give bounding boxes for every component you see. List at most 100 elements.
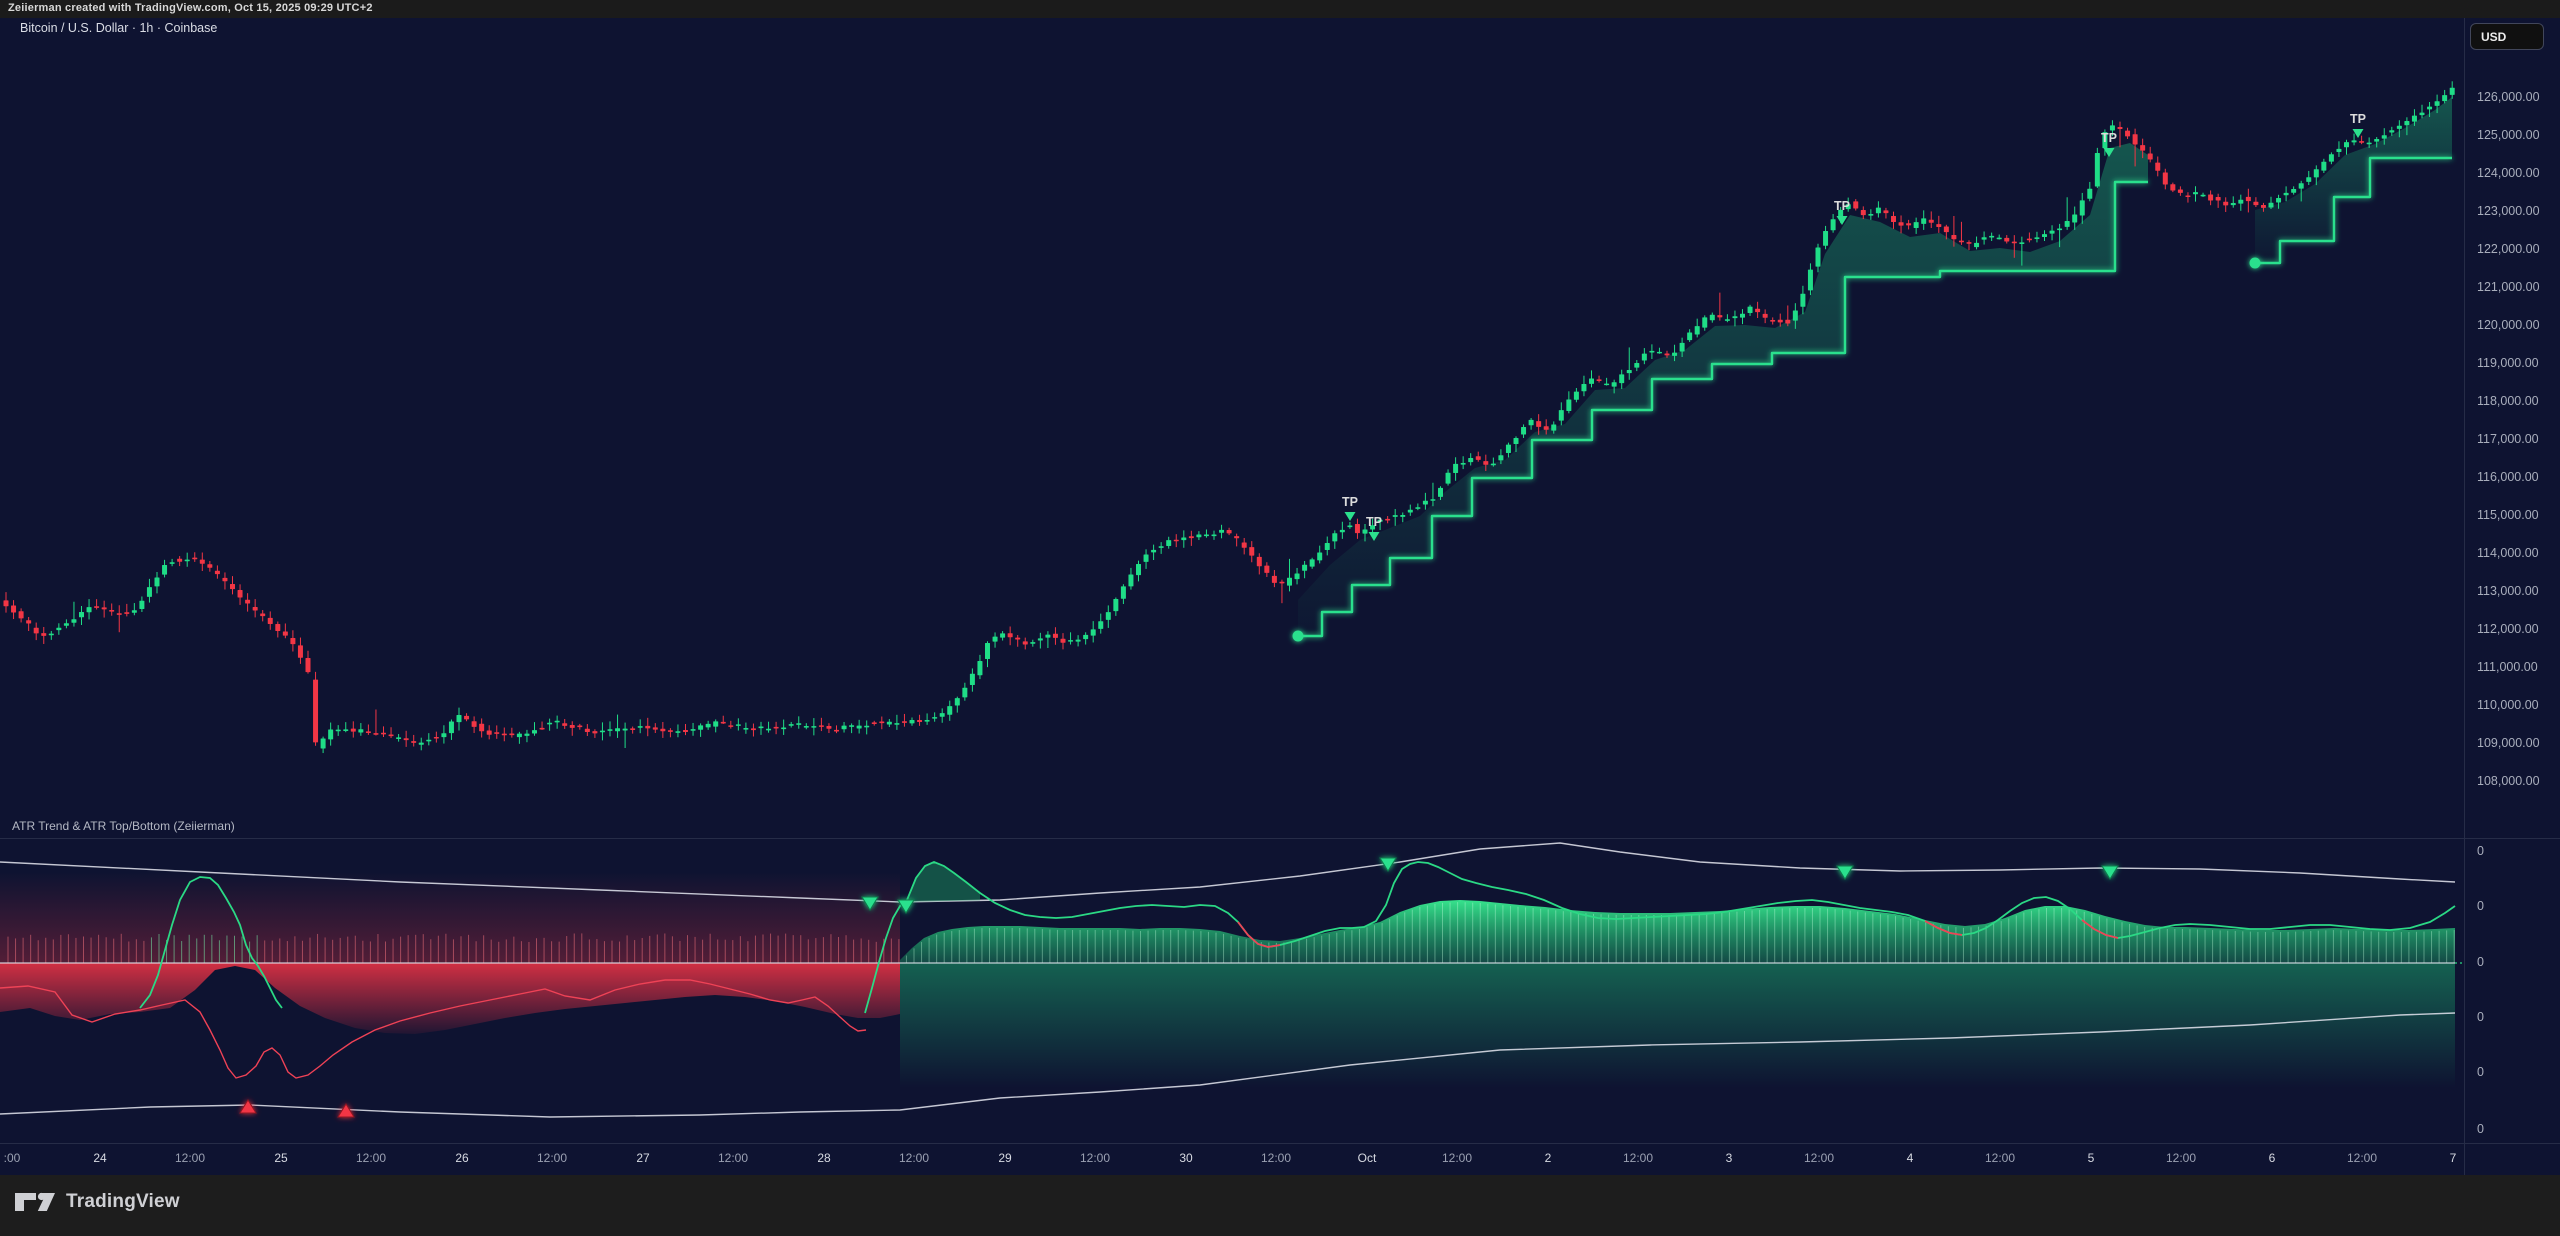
- tp-marker: TP: [1366, 515, 1382, 541]
- chart-canvas[interactable]: TP TP TP TP TP: [0, 18, 2464, 1175]
- candle: [547, 722, 553, 725]
- candle: [1823, 231, 1829, 246]
- candle: [1868, 214, 1874, 216]
- main-pane[interactable]: TP TP TP TP TP: [3, 81, 2455, 754]
- candle: [1883, 210, 1889, 214]
- candle: [1302, 564, 1308, 571]
- candle: [1528, 419, 1534, 426]
- candle: [1256, 556, 1262, 567]
- candle: [282, 631, 288, 636]
- candle: [773, 726, 779, 729]
- candle: [1362, 529, 1368, 534]
- candle: [2026, 238, 2032, 241]
- tradingview-logo-icon[interactable]: [14, 1192, 56, 1212]
- candle: [388, 734, 394, 737]
- candle: [1226, 529, 1232, 534]
- candle: [577, 725, 583, 728]
- candle: [811, 726, 817, 728]
- trail-start-dot: [2249, 257, 2261, 269]
- candle: [1037, 638, 1043, 641]
- price-tick: 119,000.00: [2477, 356, 2539, 370]
- candle: [1377, 519, 1383, 522]
- candle: [652, 727, 658, 730]
- candle: [698, 725, 704, 730]
- indicator-tick: 0: [2477, 899, 2484, 913]
- candle: [675, 731, 681, 733]
- time-tick: 12:00: [1803, 1151, 1835, 1165]
- candle: [245, 599, 251, 604]
- candle: [222, 577, 228, 582]
- candle: [260, 613, 266, 617]
- candle: [1604, 383, 1610, 386]
- candle: [2193, 192, 2198, 195]
- price-tick: 112,000.00: [2477, 622, 2539, 636]
- candle: [56, 627, 62, 631]
- candle: [818, 725, 824, 727]
- indicator-tick: 0: [2477, 1065, 2484, 1079]
- price-tick: 116,000.00: [2477, 470, 2539, 484]
- candle: [630, 728, 636, 731]
- tradingview-brand[interactable]: TradingView: [66, 1191, 180, 1212]
- candle: [1113, 599, 1119, 612]
- time-tick: 5: [2087, 1151, 2095, 1165]
- candle: [939, 713, 945, 717]
- candle: [1007, 633, 1013, 638]
- price-tick: 113,000.00: [2477, 584, 2539, 598]
- candle: [1581, 383, 1587, 392]
- candle: [1513, 437, 1519, 444]
- candle: [2381, 135, 2387, 139]
- currency-button[interactable]: USD: [2470, 23, 2544, 50]
- candle: [562, 723, 568, 726]
- candle: [1219, 529, 1225, 533]
- candle: [2170, 184, 2176, 191]
- price-tick: 111,000.00: [2477, 660, 2538, 674]
- time-tick: 12:00: [1441, 1151, 1473, 1165]
- candle: [11, 605, 17, 613]
- symbol-title: Bitcoin / U.S. Dollar · 1h · Coinbase: [20, 21, 218, 35]
- candle: [1483, 461, 1489, 465]
- indicator-pane[interactable]: [0, 842, 2464, 1118]
- candle: [1634, 363, 1640, 368]
- candle: [207, 564, 213, 568]
- time-tick: 27: [636, 1151, 650, 1165]
- candle: [524, 733, 530, 736]
- candle: [1815, 247, 1821, 267]
- indicator-tick: 0: [2477, 955, 2484, 969]
- candle: [841, 725, 847, 730]
- candle: [2321, 161, 2327, 171]
- candle: [1860, 210, 1866, 216]
- candle: [1324, 543, 1330, 551]
- candle: [1664, 353, 1670, 356]
- candle: [71, 619, 77, 623]
- time-tick: 12:00: [1622, 1151, 1654, 1165]
- pane-divider[interactable]: [0, 838, 2560, 839]
- candle: [2094, 153, 2100, 187]
- candle: [1075, 639, 1081, 642]
- candle: [1234, 536, 1240, 539]
- candle: [1928, 219, 1934, 223]
- candle: [1060, 638, 1066, 643]
- price-tick: 115,000.00: [2477, 508, 2539, 522]
- candle: [1656, 351, 1662, 354]
- candle: [2298, 183, 2304, 189]
- candle: [79, 612, 84, 618]
- candle: [1521, 426, 1527, 435]
- candle: [2004, 237, 2010, 242]
- candle: [297, 645, 303, 658]
- trailing-stop-line: [2255, 156, 2452, 265]
- candle: [947, 706, 953, 715]
- time-tick: Oct: [1357, 1151, 1377, 1165]
- candle: [1845, 204, 1851, 210]
- candle: [1898, 222, 1904, 226]
- chart-area[interactable]: TP TP TP TP TP Bitcoin / U.S. Dollar · 1h · …: [0, 18, 2560, 1175]
- time-tick: 12:00: [1984, 1151, 2016, 1165]
- candle: [1770, 319, 1776, 322]
- candle: [3, 600, 9, 607]
- svg-text:TP: TP: [1834, 199, 1850, 213]
- candle: [1309, 559, 1315, 567]
- candle: [199, 559, 205, 564]
- candle: [328, 729, 334, 740]
- candle: [1709, 314, 1715, 321]
- time-axis[interactable]: :00 24 12:00 25 12:00 26 12:00 27 12:00 28 12:00 29…: [0, 1143, 2560, 1175]
